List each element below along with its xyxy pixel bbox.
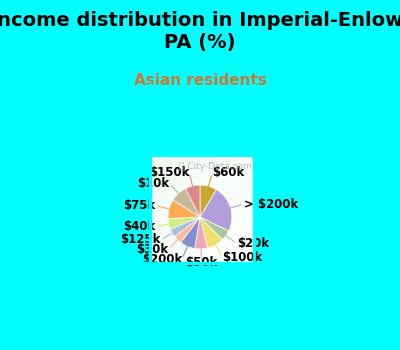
Wedge shape (170, 217, 200, 237)
Bar (149, 84, 151, 350)
Wedge shape (200, 185, 216, 217)
Text: Income distribution in Imperial-Enlow,
PA (%): Income distribution in Imperial-Enlow, P… (0, 11, 400, 52)
Text: ⓘ City-Data.com: ⓘ City-Data.com (179, 162, 252, 171)
Text: $100k: $100k (222, 251, 262, 264)
Text: > $200k: > $200k (244, 197, 298, 211)
Wedge shape (181, 217, 200, 248)
Wedge shape (168, 217, 200, 229)
Wedge shape (173, 189, 200, 217)
Text: $50k: $50k (186, 256, 218, 269)
Wedge shape (175, 217, 200, 243)
Bar (67, 262, 333, 264)
Wedge shape (186, 185, 200, 217)
Text: $30k: $30k (136, 243, 168, 256)
Wedge shape (195, 217, 208, 249)
Text: $150k: $150k (149, 166, 189, 179)
Text: $20k: $20k (237, 237, 269, 250)
Wedge shape (168, 200, 200, 219)
Text: $10k: $10k (137, 177, 169, 190)
Text: $40k: $40k (123, 220, 155, 233)
Text: $200k: $200k (142, 253, 182, 266)
Text: $125k: $125k (120, 233, 160, 246)
Text: $75k: $75k (124, 199, 156, 212)
Text: $60k: $60k (212, 166, 244, 180)
Text: Asian residents: Asian residents (134, 72, 266, 88)
Wedge shape (200, 217, 222, 248)
Wedge shape (200, 217, 229, 240)
Bar (254, 84, 255, 350)
Wedge shape (200, 190, 232, 231)
